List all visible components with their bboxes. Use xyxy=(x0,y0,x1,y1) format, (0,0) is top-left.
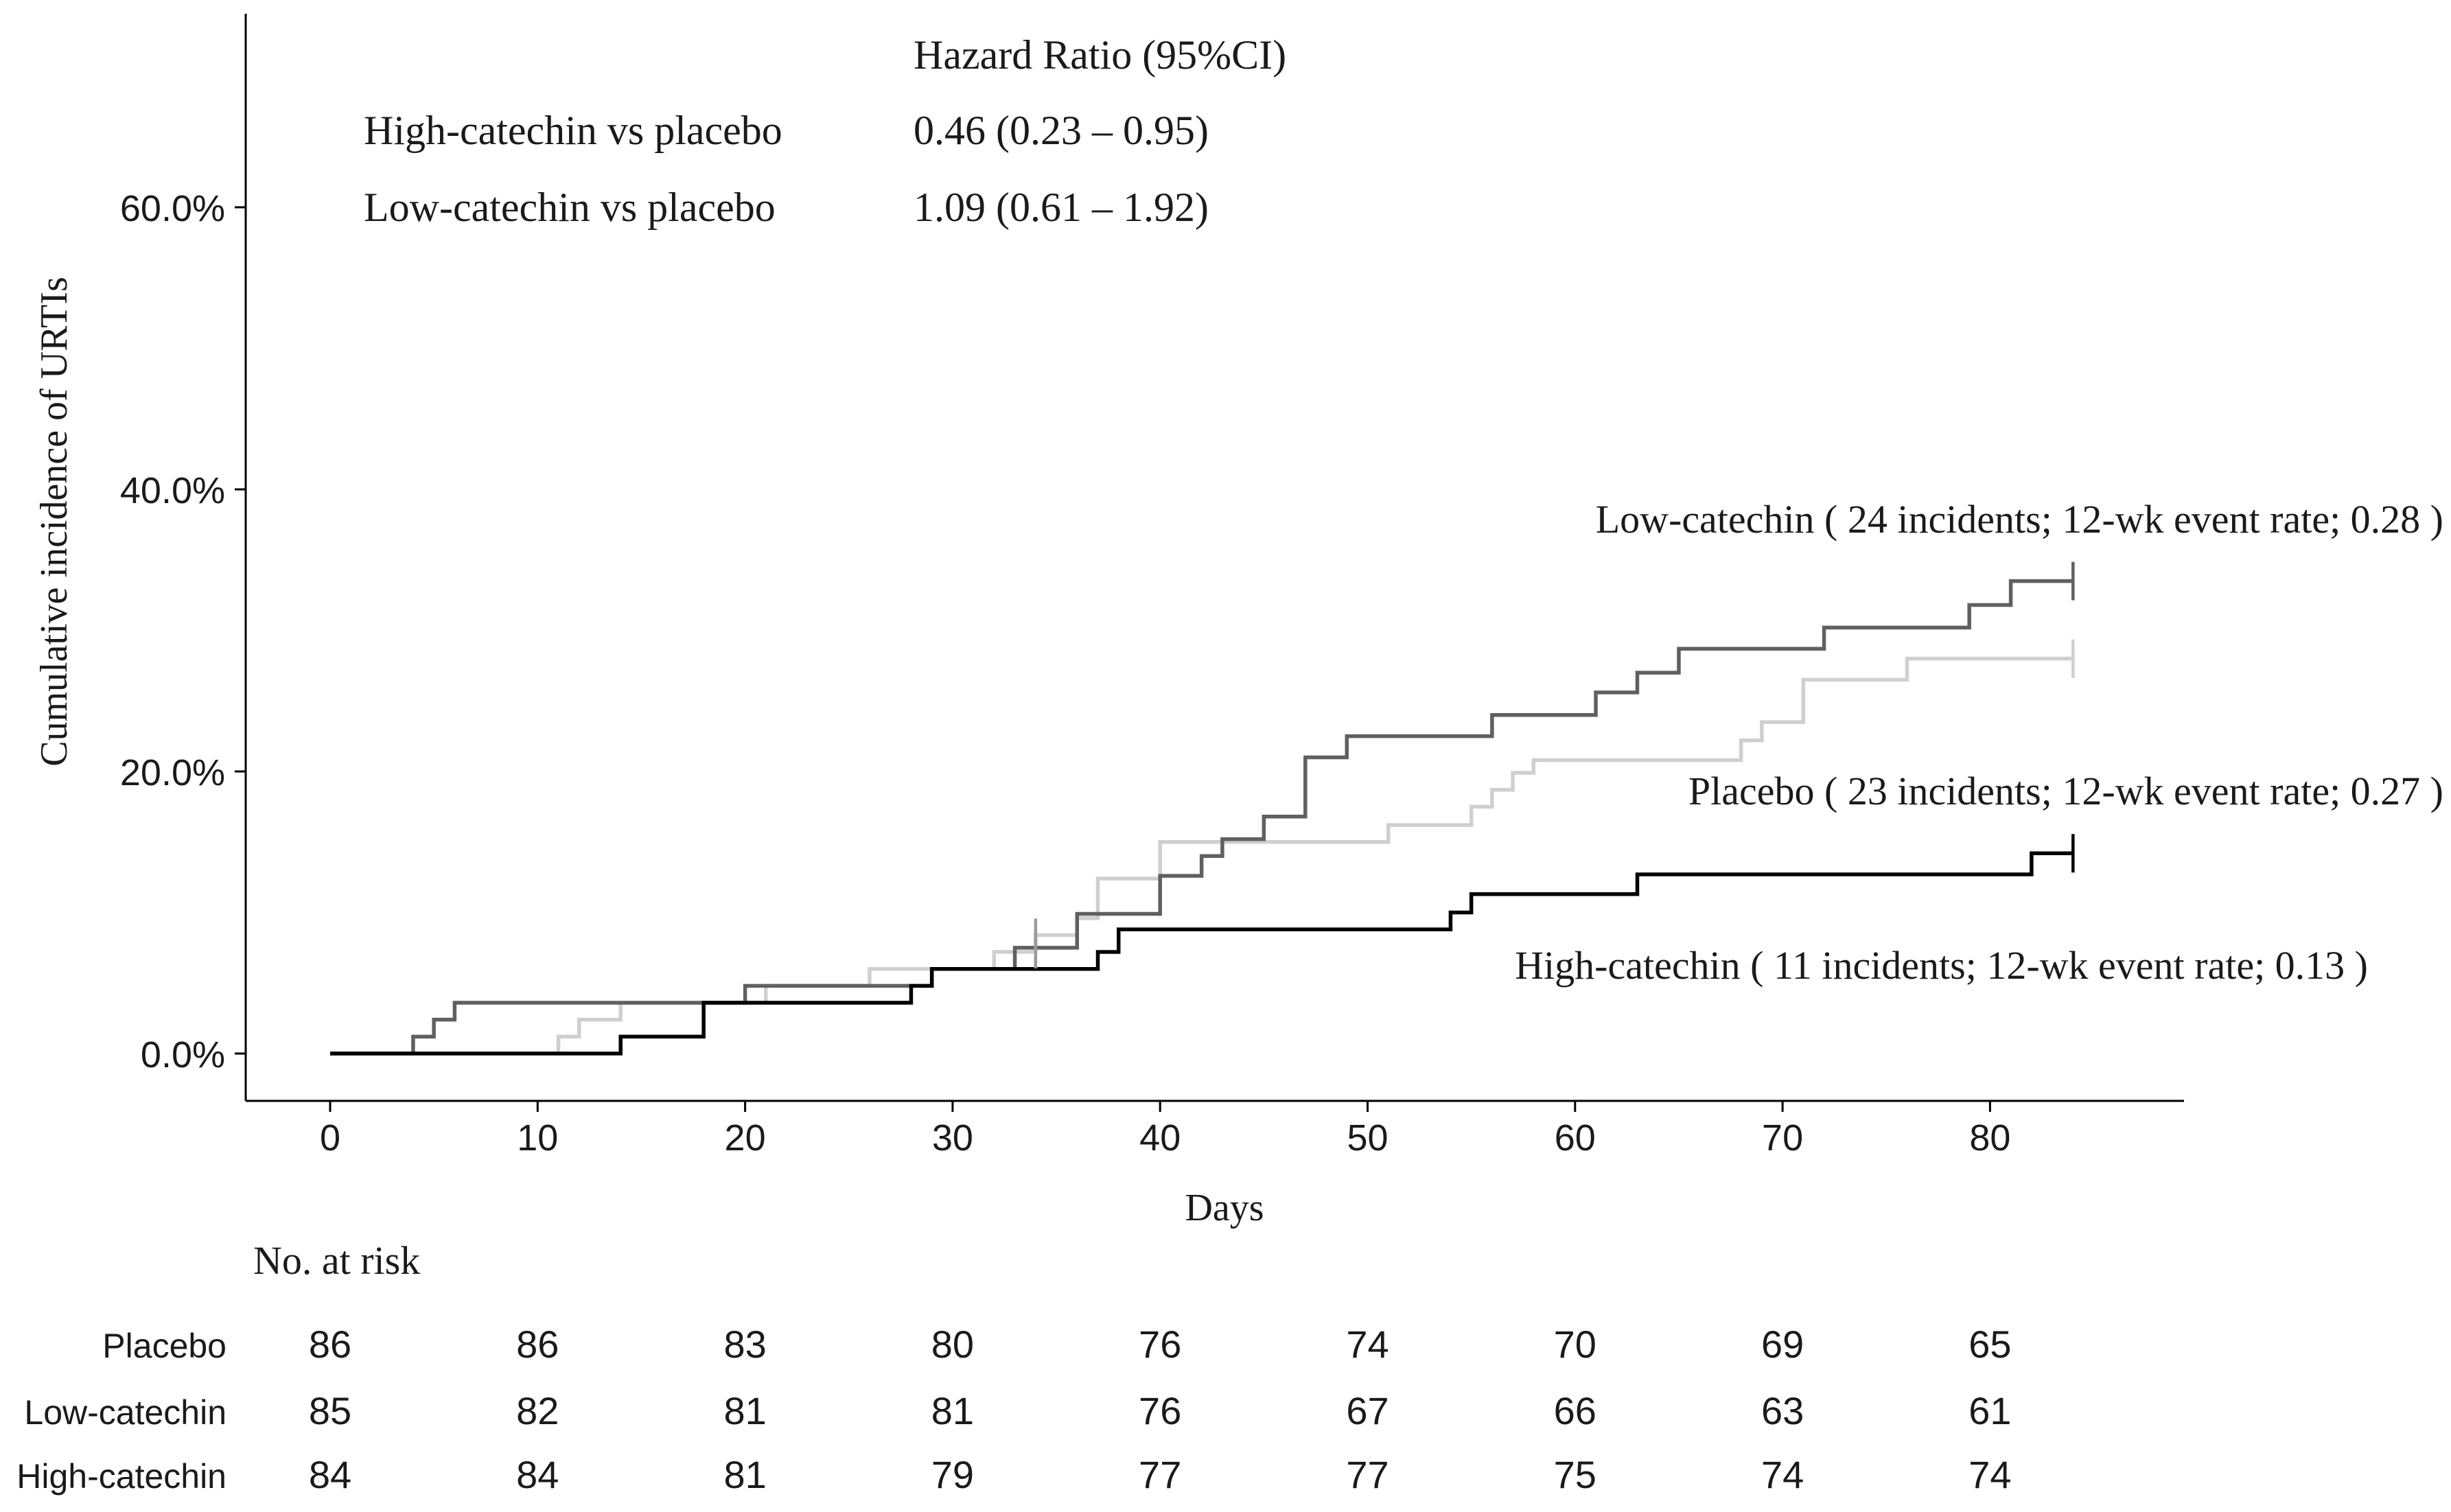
y-tick-label: 20.0% xyxy=(120,752,225,793)
km-curves xyxy=(330,561,2075,1056)
risk-cell: 74 xyxy=(1968,1453,2011,1496)
risk-cell: 84 xyxy=(516,1453,559,1496)
risk-table: Placebo 86 86 83 80 76 74 70 69 65 Low-catechin 85 8… xyxy=(16,1323,2011,1496)
x-tick-label: 50 xyxy=(1347,1117,1388,1159)
x-tick-label: 40 xyxy=(1139,1117,1181,1159)
hazard-ratio-value-high: 0.46 (0.23 – 0.95) xyxy=(914,108,1209,153)
x-tick-label: 30 xyxy=(932,1117,973,1159)
hazard-ratio-table: Hazard Ratio (95%CI) High-catechin vs pl… xyxy=(364,32,1286,230)
risk-table-title: No. at risk xyxy=(253,1238,420,1283)
risk-cell: 61 xyxy=(1968,1389,2011,1432)
risk-cell: 79 xyxy=(931,1453,974,1496)
risk-cell: 67 xyxy=(1346,1389,1389,1432)
risk-cell: 77 xyxy=(1139,1453,1181,1496)
y-tick-label: 0.0% xyxy=(141,1034,225,1075)
risk-cell: 84 xyxy=(309,1453,351,1496)
risk-cell: 75 xyxy=(1554,1453,1596,1496)
hazard-ratio-label-high: High-catechin vs placebo xyxy=(364,108,782,153)
y-tick-label: 60.0% xyxy=(120,188,225,229)
risk-cell: 85 xyxy=(309,1389,351,1432)
risk-cell: 76 xyxy=(1139,1389,1181,1432)
risk-cell: 69 xyxy=(1761,1323,1804,1366)
annotation-low-catechin: Low-catechin ( 24 incidents; 12-wk event… xyxy=(1596,497,2443,542)
risk-cell: 80 xyxy=(931,1323,974,1366)
x-tick-label: 60 xyxy=(1555,1117,1596,1159)
risk-cell: 76 xyxy=(1139,1323,1181,1366)
risk-cell: 74 xyxy=(1346,1323,1389,1366)
curve-high-catechin xyxy=(330,851,2074,1056)
risk-cell: 81 xyxy=(723,1389,766,1432)
risk-cell: 81 xyxy=(723,1453,766,1496)
risk-cell: 65 xyxy=(1968,1323,2011,1366)
risk-cell: 86 xyxy=(309,1323,351,1366)
x-tick-label: 0 xyxy=(320,1117,340,1159)
risk-cell: 77 xyxy=(1346,1453,1389,1496)
risk-row-label: Low-catechin xyxy=(24,1393,226,1432)
annotation-placebo: Placebo ( 23 incidents; 12-wk event rate… xyxy=(1688,769,2443,813)
risk-cell: 83 xyxy=(723,1323,766,1366)
y-axis-title: Cumulative incidence of URTIs xyxy=(33,277,75,767)
risk-row-label: High-catechin xyxy=(16,1457,226,1496)
y-axis-ticks: 0.0% 20.0% 40.0% 60.0% xyxy=(120,188,246,1075)
x-axis-title: Days xyxy=(1185,1187,1264,1229)
risk-row-label: Placebo xyxy=(102,1327,226,1365)
x-tick-label: 10 xyxy=(517,1117,558,1159)
annotation-high-catechin: High-catechin ( 11 incidents; 12-wk even… xyxy=(1515,943,2368,988)
x-tick-label: 20 xyxy=(725,1117,766,1159)
x-tick-label: 80 xyxy=(1969,1117,2010,1159)
curve-low-catechin xyxy=(330,579,2074,1056)
risk-cell: 86 xyxy=(516,1323,559,1366)
x-tick-label: 70 xyxy=(1762,1117,1803,1159)
x-axis-ticks: 0 10 20 30 40 50 60 70 80 xyxy=(320,1101,2010,1159)
risk-cell: 81 xyxy=(931,1389,974,1432)
risk-cell: 82 xyxy=(516,1389,559,1432)
y-tick-label: 40.0% xyxy=(120,470,225,511)
risk-cell: 63 xyxy=(1761,1389,1804,1432)
risk-cell: 66 xyxy=(1554,1389,1596,1432)
risk-cell: 74 xyxy=(1761,1453,1804,1496)
hazard-ratio-header: Hazard Ratio (95%CI) xyxy=(914,32,1286,78)
hazard-ratio-value-low: 1.09 (0.61 – 1.92) xyxy=(914,185,1209,230)
risk-cell: 70 xyxy=(1554,1323,1596,1366)
hazard-ratio-label-low: Low-catechin vs placebo xyxy=(364,185,776,230)
